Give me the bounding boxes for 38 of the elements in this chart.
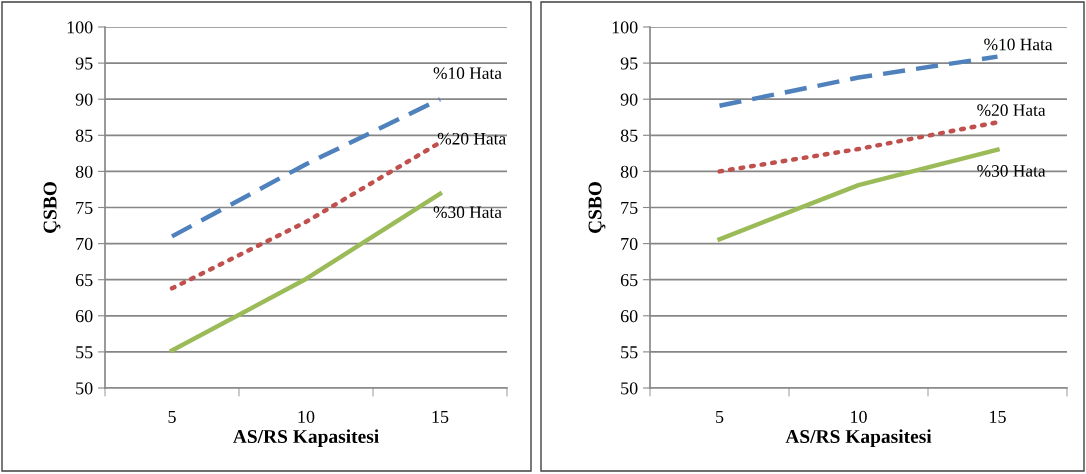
series-label: %20 Hata <box>977 104 1046 117</box>
x-tick-label: 5 <box>716 410 724 423</box>
y-axis-title: ÇSBO <box>588 181 606 234</box>
y-tick-label: 60 <box>620 310 638 323</box>
x-tick-label: 10 <box>298 410 315 423</box>
x-axis-title: AS/RS Kapasitesi <box>785 429 932 448</box>
y-tick-label: 80 <box>620 165 638 178</box>
y-tick-label: 100 <box>67 21 93 34</box>
y-tick-label: 85 <box>620 129 638 142</box>
y-tick-label: 75 <box>621 201 638 214</box>
y-tick-label: 70 <box>76 237 93 251</box>
x-tick-label: 15 <box>432 410 449 423</box>
y-tick-label: 65 <box>75 274 93 287</box>
y-tick-label: 75 <box>76 201 93 214</box>
y-tick-label: 90 <box>75 93 93 106</box>
x-axis-title: AS/RS Kapasitesi <box>232 429 379 448</box>
x-tick-label: 15 <box>990 410 1006 423</box>
y-tick-label: 60 <box>75 310 93 323</box>
series-label: %10 Hata <box>984 38 1053 51</box>
series-label: %30 Hata <box>433 206 502 219</box>
series-label: %30 Hata <box>977 165 1046 177</box>
series-label: %10 Hata <box>433 67 502 80</box>
x-tick-label: 10 <box>851 410 867 423</box>
y-tick-label: 50 <box>621 382 638 395</box>
y-tick-label: 50 <box>76 382 93 395</box>
y-tick-label: 95 <box>75 57 93 70</box>
y-tick-label: 90 <box>620 93 638 106</box>
y-tick-label: 55 <box>76 346 93 359</box>
y-tick-label: 100 <box>612 21 638 34</box>
x-tick-label: 5 <box>168 410 176 423</box>
series-label: %20 Hata <box>437 132 506 145</box>
y-tick-label: 95 <box>620 57 638 70</box>
y-tick-label: 65 <box>620 274 638 287</box>
y-tick-label: 55 <box>621 346 638 359</box>
y-tick-label: 70 <box>621 237 638 251</box>
y-tick-label: 80 <box>75 165 93 178</box>
y-axis-title: ÇSBO <box>43 181 61 234</box>
y-tick-label: 85 <box>75 129 93 142</box>
